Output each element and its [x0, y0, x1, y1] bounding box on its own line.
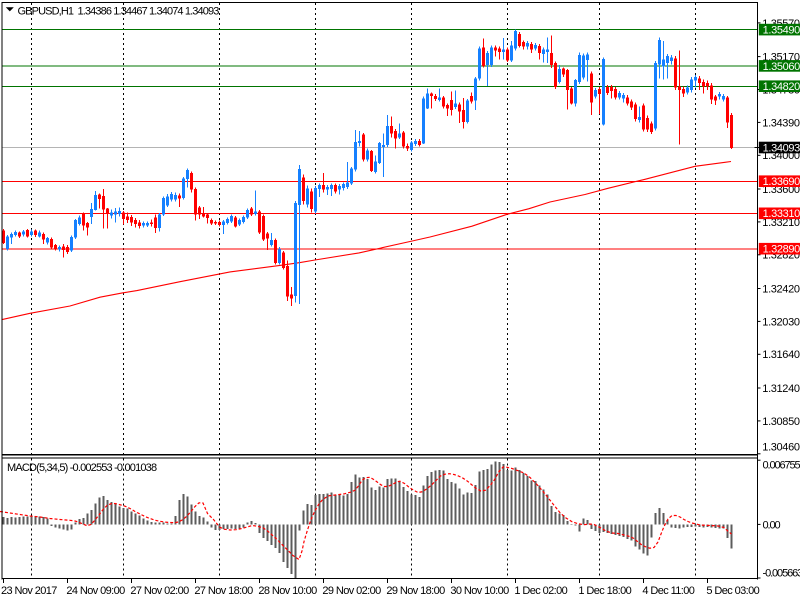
svg-text:1.34390: 1.34390	[762, 117, 800, 129]
svg-text:23 Nov 2017: 23 Nov 2017	[1, 585, 57, 597]
svg-text:1 Dec 18:00: 1 Dec 18:00	[578, 585, 631, 597]
svg-text:0.006755: 0.006755	[763, 460, 800, 472]
svg-text:1.30850: 1.30850	[762, 416, 800, 428]
svg-text:27 Nov 02:00: 27 Nov 02:00	[130, 585, 189, 597]
svg-text:1.31640: 1.31640	[762, 349, 800, 361]
svg-text:29 Nov 02:00: 29 Nov 02:00	[322, 585, 381, 597]
svg-text:1.34093: 1.34093	[763, 142, 800, 154]
svg-text:30 Nov 10:00: 30 Nov 10:00	[450, 585, 509, 597]
svg-text:1.35060: 1.35060	[763, 61, 800, 73]
svg-text:1.33310: 1.33310	[763, 208, 800, 220]
svg-text:1.30460: 1.30460	[762, 441, 800, 453]
svg-text:29 Nov 18:00: 29 Nov 18:00	[386, 585, 445, 597]
svg-text:5 Dec 03:00: 5 Dec 03:00	[706, 585, 759, 597]
svg-text:27 Nov 18:00: 27 Nov 18:00	[194, 585, 253, 597]
svg-text:1.32890: 1.32890	[763, 244, 800, 256]
svg-text:1.33210: 1.33210	[762, 217, 800, 229]
svg-text:1.34820: 1.34820	[763, 81, 800, 93]
svg-text:24 Nov 09:00: 24 Nov 09:00	[66, 585, 125, 597]
svg-text:-0.005663: -0.005663	[763, 567, 800, 579]
svg-text:0.00: 0.00	[763, 519, 781, 531]
svg-text:1.33690: 1.33690	[763, 176, 800, 188]
svg-text:1 Dec 02:00: 1 Dec 02:00	[514, 585, 567, 597]
svg-text:1.32030: 1.32030	[762, 316, 800, 328]
svg-text:4 Dec 11:00: 4 Dec 11:00	[642, 585, 694, 597]
svg-text:1.31240: 1.31240	[762, 383, 800, 395]
svg-text:1.35490: 1.35490	[763, 25, 800, 37]
svg-text:1.32420: 1.32420	[762, 283, 800, 295]
svg-text:MACD(5,34,5) -0.002553 -0.0010: MACD(5,34,5) -0.002553 -0.001038	[7, 462, 157, 474]
svg-text:GBPUSD,H1 1.34386 1.34467 1.3: GBPUSD,H1 1.34386 1.34467 1.34074 1.3409…	[18, 5, 220, 17]
svg-text:28 Nov 10:00: 28 Nov 10:00	[258, 585, 317, 597]
